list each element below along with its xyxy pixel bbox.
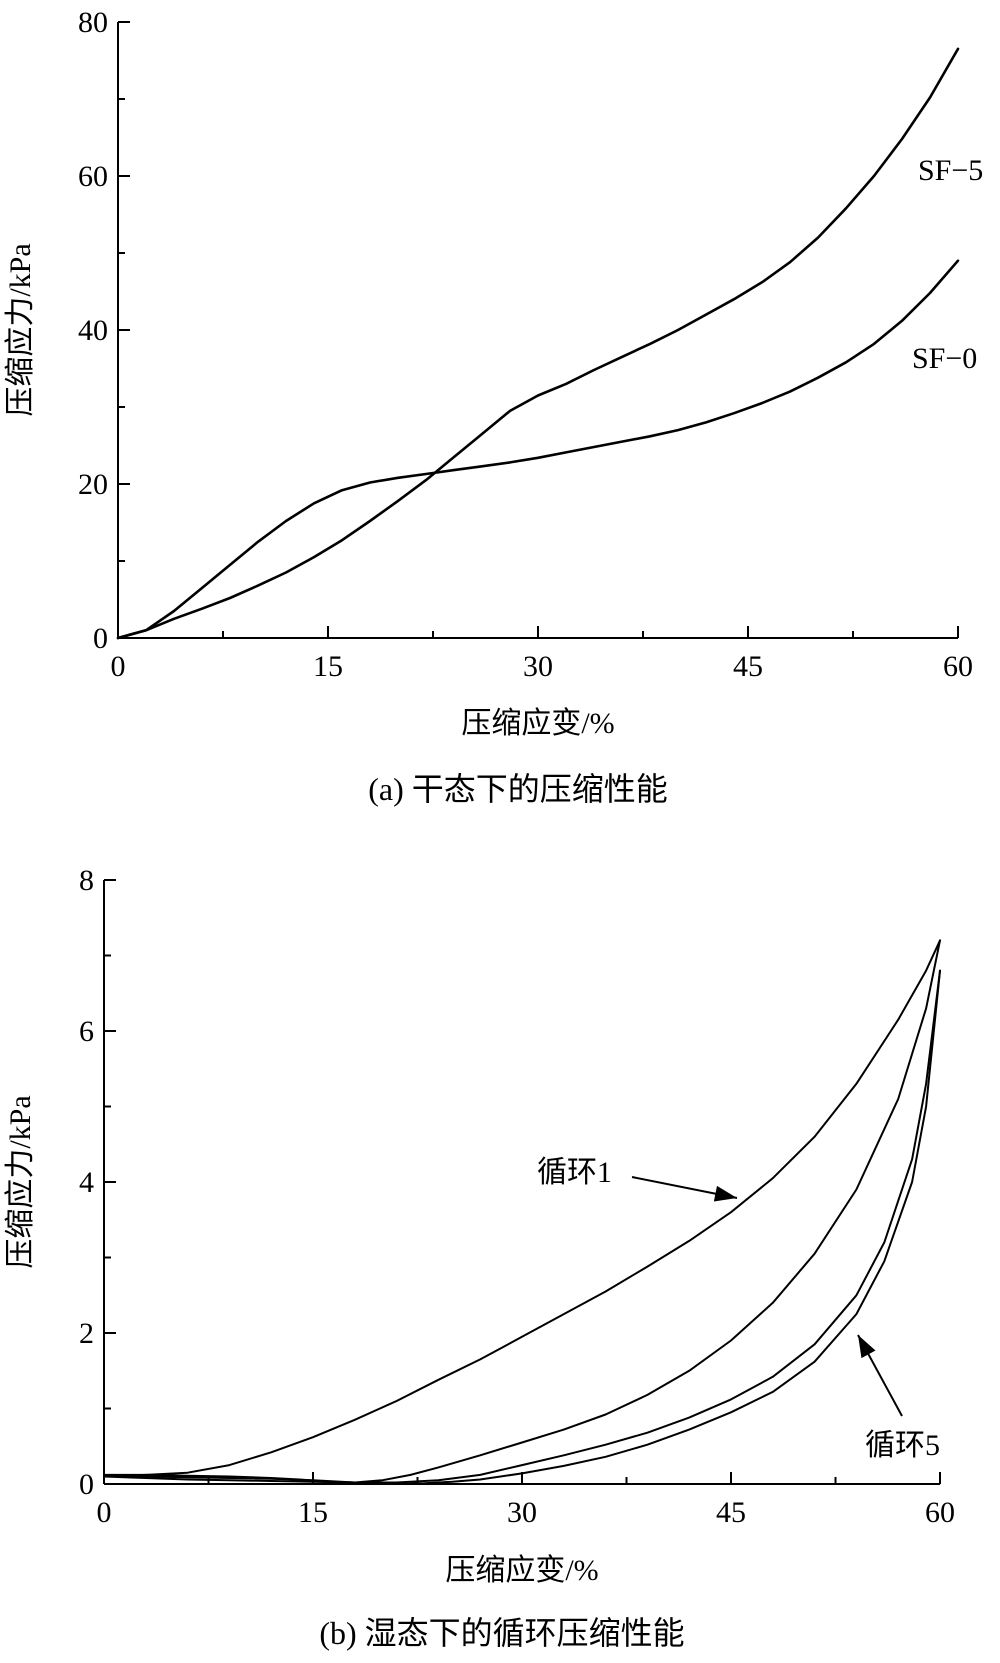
x-tick-label: 30 (523, 650, 553, 683)
y-tick-label: 6 (79, 1015, 94, 1048)
series-label: SF−5 (918, 154, 983, 187)
series-line-0 (103, 939, 941, 1478)
y-tick-label: 60 (78, 160, 108, 193)
x-tick-label: 0 (97, 1496, 112, 1529)
y-tick-label: 80 (78, 6, 108, 39)
y-tick-label: 0 (93, 622, 108, 655)
x-axis-label: 压缩应变/% (461, 707, 614, 740)
x-tick-label: 15 (313, 650, 343, 683)
x-tick-label: 30 (507, 1496, 537, 1529)
y-axis-label: 压缩应力/kPa (4, 1095, 37, 1268)
series-line-3 (103, 969, 941, 1485)
x-tick-label: 45 (716, 1496, 746, 1529)
figure-caption: (b) 湿态下的循环压缩性能 (319, 1615, 684, 1651)
x-axis-label: 压缩应变/% (445, 1554, 598, 1587)
x-tick-label: 45 (733, 650, 763, 683)
series-line-1 (103, 939, 941, 1484)
series-line-1 (116, 259, 960, 640)
figure-caption: (a) 干态下的压缩性能 (368, 771, 668, 807)
y-tick-label: 40 (78, 314, 108, 347)
y-tick-label: 4 (79, 1166, 94, 1199)
annotation-arrow-head (713, 1185, 737, 1202)
x-tick-label: 60 (925, 1496, 955, 1529)
x-tick-label: 15 (298, 1496, 328, 1529)
x-tick-label: 0 (111, 650, 126, 683)
annotation-label: 循环5 (865, 1429, 940, 1462)
y-tick-label: 0 (79, 1468, 94, 1501)
series-label: SF−0 (912, 342, 977, 375)
y-tick-label: 2 (79, 1317, 94, 1350)
series-line-0 (116, 47, 960, 640)
y-tick-label: 20 (78, 468, 108, 501)
chart-a: 0 15 30 45 60 0 20 40 60 80 压缩应变/% 压缩应力/kPa (a) 干态下的… (4, 6, 983, 807)
annotation-arrow-head (858, 1335, 876, 1359)
y-tick-label: 8 (79, 864, 94, 897)
x-tick-label: 60 (943, 650, 973, 683)
series-line-2 (103, 969, 941, 1484)
annotation-label: 循环1 (537, 1156, 612, 1189)
y-axis-label: 压缩应力/kPa (4, 243, 37, 416)
chart-b: 0 15 30 45 60 0 2 4 6 8 压缩应变/% 压缩应力/kPa (b) 湿态下的循环压缩… (4, 864, 955, 1651)
